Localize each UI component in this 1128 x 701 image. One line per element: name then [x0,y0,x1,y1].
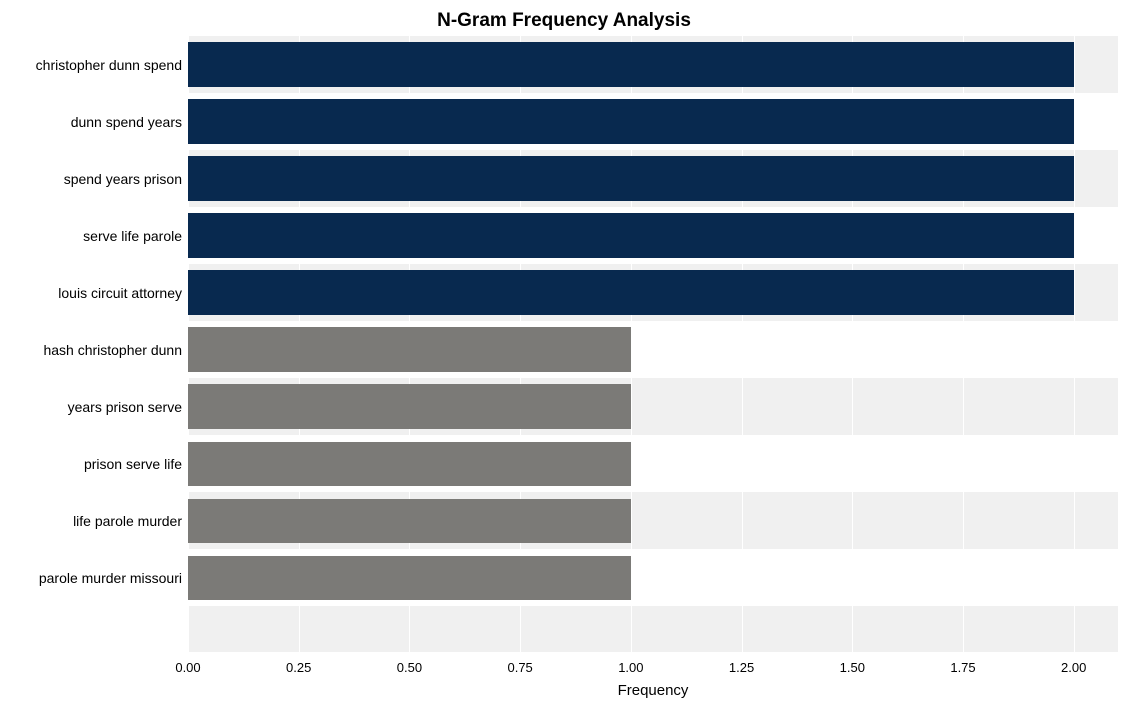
y-tick-label: louis circuit attorney [58,285,188,301]
x-tick-label: 1.25 [729,652,754,675]
bar [188,99,1074,143]
bar [188,327,631,371]
y-tick-label: prison serve life [84,456,188,472]
y-tick-label: parole murder missouri [39,570,188,586]
grid-band [188,606,1118,652]
x-tick-label: 1.00 [618,652,643,675]
y-tick-label: serve life parole [83,228,188,244]
x-tick-label: 0.25 [286,652,311,675]
grid-vline [1074,36,1075,652]
y-tick-label: dunn spend years [71,114,188,130]
y-tick-label: hash christopher dunn [43,342,188,358]
bar [188,213,1074,257]
bar [188,556,631,600]
y-tick-label: years prison serve [68,399,188,415]
x-axis-label: Frequency [188,682,1118,699]
bar [188,42,1074,86]
y-tick-label: spend years prison [64,171,188,187]
bar [188,442,631,486]
plot-area: Frequency 0.000.250.500.751.001.251.501.… [188,36,1118,652]
chart-title: N-Gram Frequency Analysis [0,10,1128,32]
x-tick-label: 1.50 [840,652,865,675]
x-tick-label: 0.75 [507,652,532,675]
y-tick-label: life parole murder [73,513,188,529]
bar [188,270,1074,314]
bar [188,384,631,428]
ngram-frequency-chart: N-Gram Frequency Analysis Frequency 0.00… [0,0,1128,701]
x-tick-label: 0.00 [175,652,200,675]
x-tick-label: 2.00 [1061,652,1086,675]
bar [188,156,1074,200]
bar [188,499,631,543]
x-tick-label: 1.75 [950,652,975,675]
y-tick-label: christopher dunn spend [36,57,188,73]
x-tick-label: 0.50 [397,652,422,675]
